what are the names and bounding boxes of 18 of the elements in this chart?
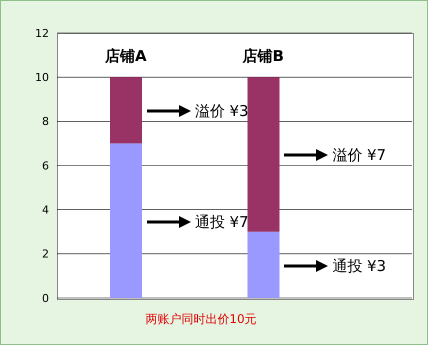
y-tick-label: 10: [35, 71, 49, 84]
annotation: 通投 ¥7: [194, 212, 249, 232]
bar: [110, 77, 142, 144]
annotation: 溢价 ¥7: [332, 145, 386, 166]
bar: [110, 143, 142, 298]
x-tick-label: 店铺A: [104, 47, 147, 65]
y-tick-label: 0: [42, 292, 49, 305]
y-tick-label: 6: [42, 159, 49, 172]
y-tick-label: 8: [42, 115, 49, 128]
annotation: 溢价 ¥3: [194, 101, 249, 122]
y-tick-label: 2: [42, 248, 49, 261]
y-tick-label: 12: [35, 26, 49, 40]
x-tick-label: 店铺B: [242, 47, 284, 65]
bar: [248, 77, 280, 232]
annotation: 通投 ¥3: [332, 256, 386, 276]
text: 两账户同时出价10元: [144, 311, 258, 328]
y-tick-label: 4: [42, 204, 49, 217]
bar: [248, 232, 280, 298]
